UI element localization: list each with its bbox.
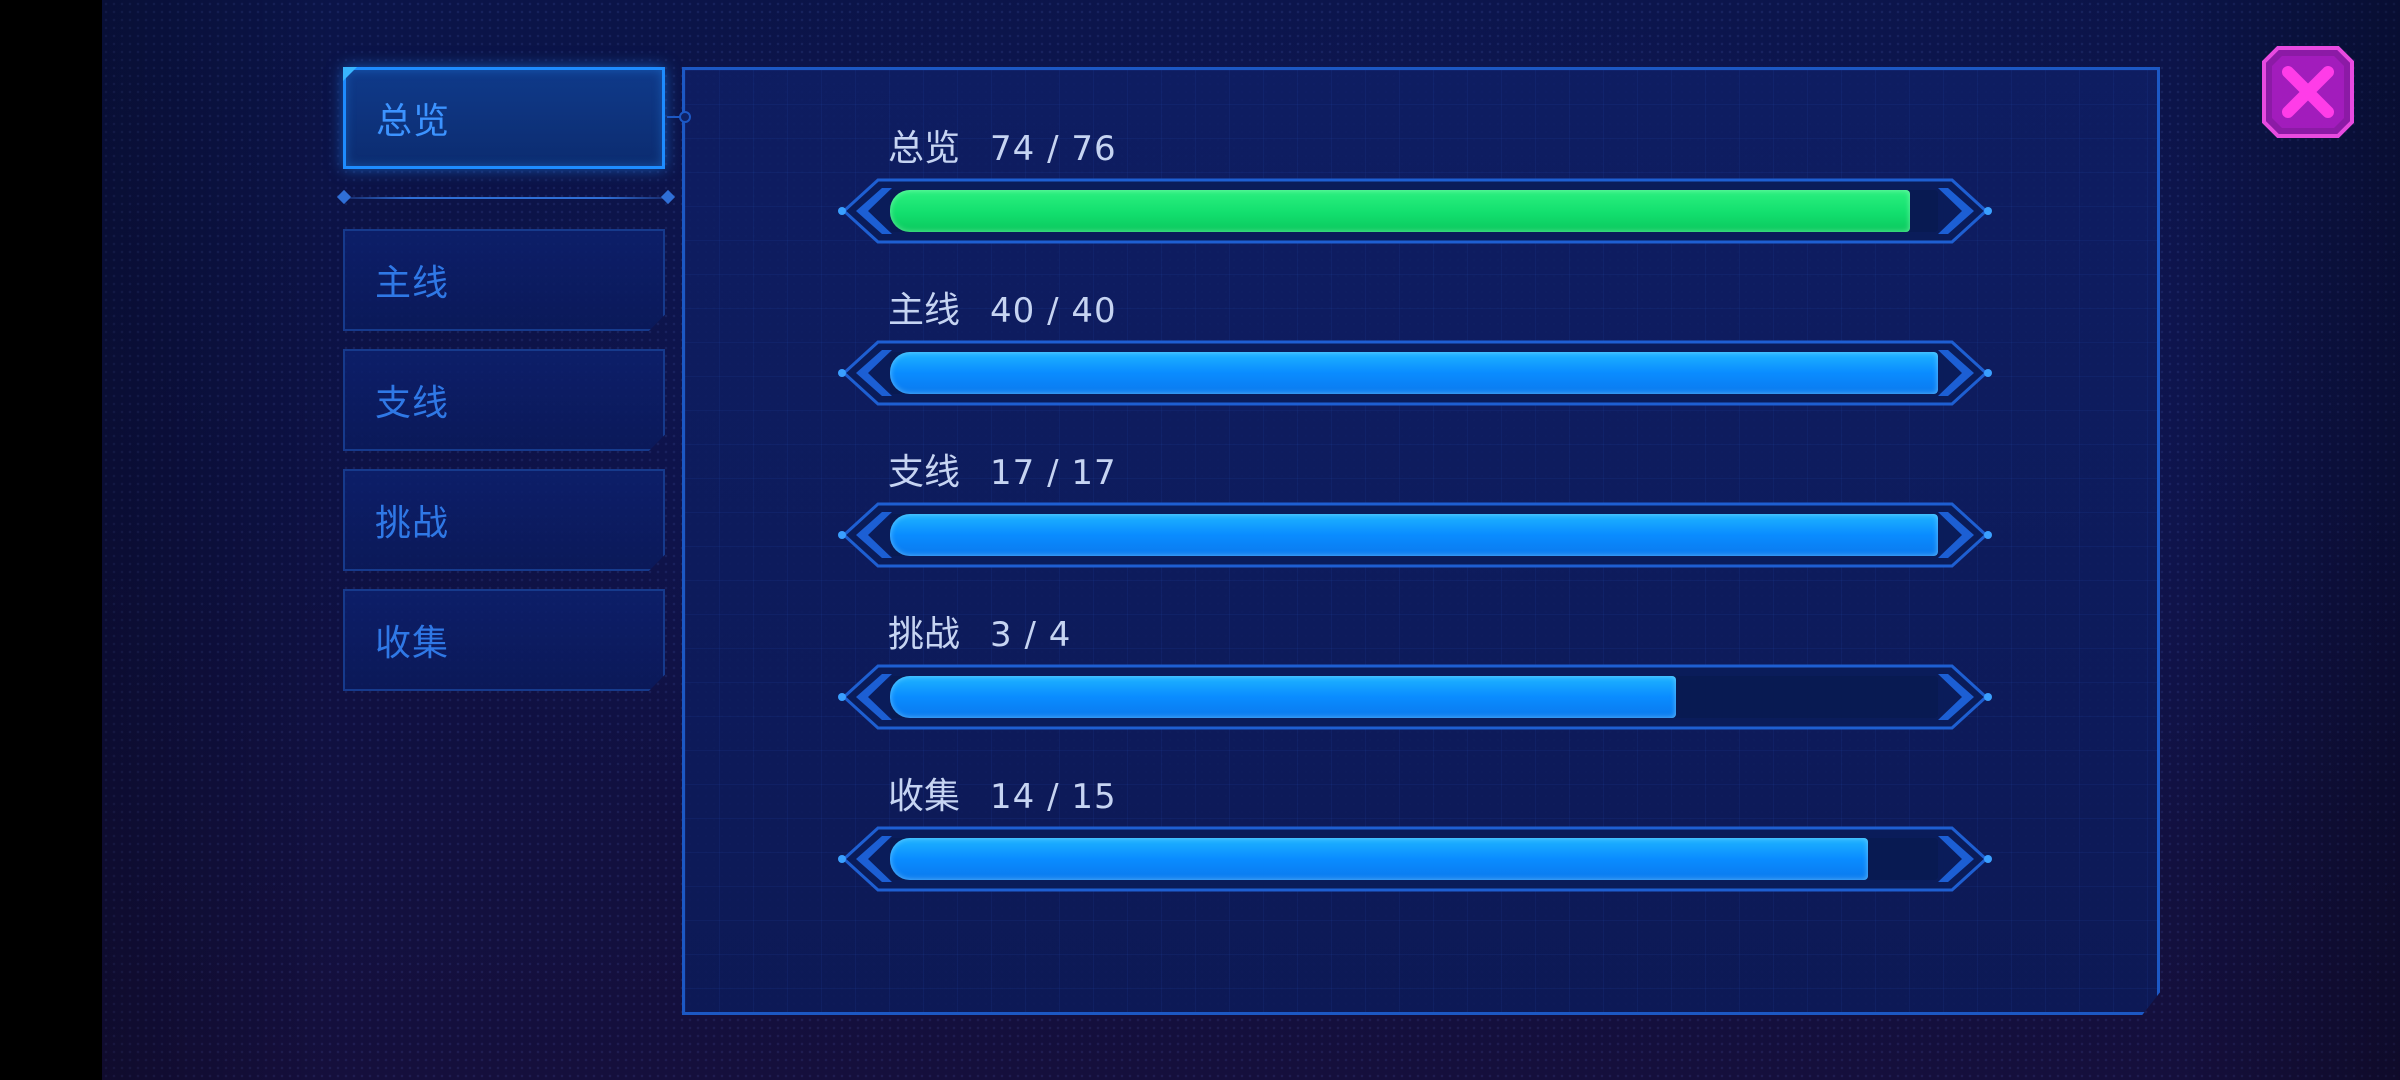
tab-overview-label: 总览 <box>376 101 451 142</box>
progress-name: 总览 <box>888 128 961 169</box>
tab-divider <box>343 197 669 199</box>
tab-main-label: 主线 <box>375 263 450 304</box>
tab-main[interactable]: 主线 <box>343 229 665 331</box>
progress-fill <box>890 676 1676 718</box>
progress-fill <box>890 352 1938 394</box>
progress-bar <box>838 664 1992 730</box>
close-button[interactable] <box>2262 46 2354 138</box>
tab-side[interactable]: 支线 <box>343 349 665 451</box>
progress-row-main: 主线 40 / 40 <box>838 286 1992 446</box>
progress-bar <box>838 502 1992 568</box>
progress-bar <box>838 826 1992 892</box>
progress-count: 74 / 76 <box>990 129 1117 169</box>
progress-fill <box>890 190 1911 232</box>
tab-collect-label: 收集 <box>375 623 450 664</box>
progress-name: 支线 <box>888 452 961 493</box>
progress-row-overview: 总览 74 / 76 <box>838 124 1992 284</box>
progress-count: 3 / 4 <box>990 615 1072 655</box>
progress-name: 挑战 <box>888 614 961 655</box>
progress-bar <box>838 340 1992 406</box>
progress-count: 40 / 40 <box>990 291 1117 331</box>
tab-overview[interactable]: 总览 <box>343 67 665 169</box>
tab-challenge-label: 挑战 <box>375 503 450 544</box>
progress-count: 17 / 17 <box>990 453 1117 493</box>
progress-fill <box>890 838 1869 880</box>
progress-fill <box>890 514 1938 556</box>
progress-bar <box>838 178 1992 244</box>
progress-row-side: 支线 17 / 17 <box>838 448 1992 608</box>
panel-connector <box>667 111 691 123</box>
tab-collect[interactable]: 收集 <box>343 589 665 691</box>
tab-side-label: 支线 <box>375 383 450 424</box>
progress-row-challenge: 挑战 3 / 4 <box>838 610 1992 770</box>
progress-row-collect: 收集 14 / 15 <box>838 772 1992 932</box>
progress-name: 主线 <box>888 290 961 331</box>
progress-name: 收集 <box>888 776 961 817</box>
close-icon <box>2262 46 2354 138</box>
tab-challenge[interactable]: 挑战 <box>343 469 665 571</box>
progress-count: 14 / 15 <box>990 777 1117 817</box>
